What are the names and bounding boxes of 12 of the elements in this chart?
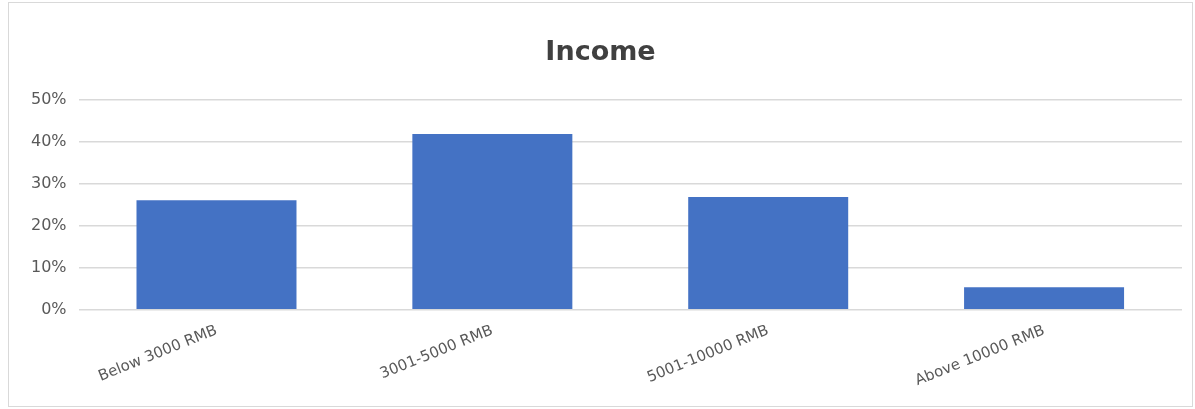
y-tick-label: 40% — [31, 130, 67, 150]
bar — [688, 196, 849, 309]
chart-title: Income — [545, 35, 656, 67]
bar — [136, 200, 297, 309]
x-tick-label: Below 3000 RMB — [95, 320, 220, 385]
y-tick-label: 30% — [31, 172, 67, 192]
y-tick-label: 0% — [41, 298, 67, 318]
y-tick-label: 50% — [31, 88, 67, 108]
y-tick-label: 20% — [31, 214, 67, 234]
bar — [412, 133, 573, 309]
bar — [964, 287, 1125, 309]
y-tick-label: 10% — [31, 256, 67, 276]
